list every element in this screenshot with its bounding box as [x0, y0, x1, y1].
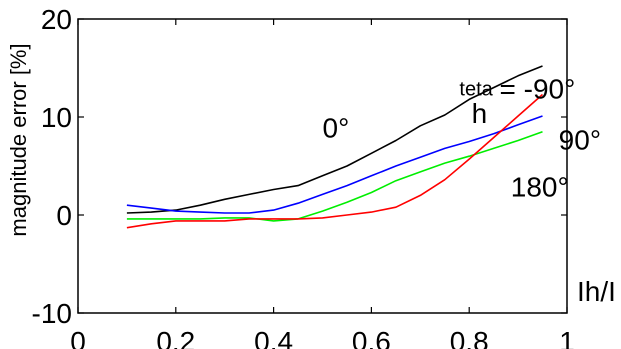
- y-axis-label: magnitude error [%]: [6, 43, 31, 236]
- annotation-label: teta: [459, 78, 493, 100]
- series-line-4: [126, 93, 544, 229]
- series-line-2: [126, 115, 543, 214]
- x-tick-label: 0.6: [352, 326, 391, 349]
- x-tick-label: 0.8: [450, 326, 489, 349]
- annotation-label: 0°: [323, 113, 350, 144]
- annotation-label: 90°: [559, 124, 601, 155]
- x-tick-label: 0.2: [156, 326, 195, 349]
- annotation-label: h: [472, 98, 488, 129]
- annotation-label: 180°: [511, 171, 569, 202]
- x-tick-label: 0.4: [254, 326, 293, 349]
- plot-area: [77, 18, 568, 314]
- x-axis-label: Ih/I: [577, 276, 616, 307]
- y-tick-label: 10: [41, 102, 72, 133]
- y-tick-label: 0: [56, 200, 72, 231]
- x-tick-label: 1: [559, 326, 575, 349]
- x-tick-label: 0: [70, 326, 86, 349]
- y-tick-label: -10: [32, 298, 72, 329]
- y-tick-label: 20: [41, 4, 72, 35]
- annotation-label: = -90°: [500, 73, 576, 104]
- series-line-1: [126, 65, 543, 214]
